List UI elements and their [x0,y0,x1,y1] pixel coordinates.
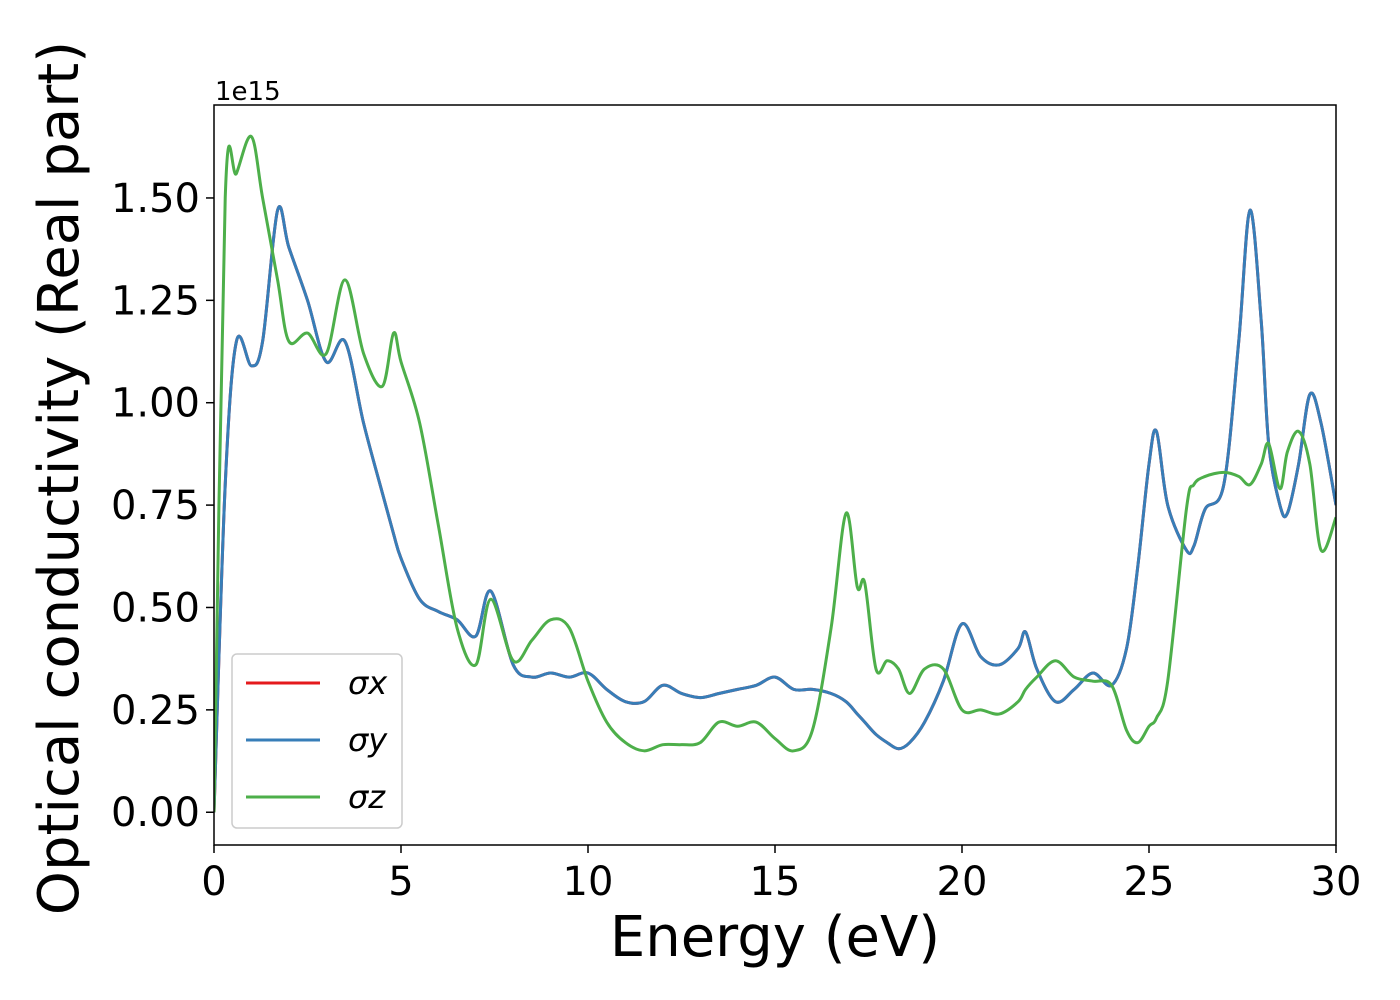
x-tick-label: 0 [201,859,226,905]
x-tick-label: 5 [388,859,413,905]
y-tick-label: 1.00 [111,381,200,427]
x-axis-label: Energy (eV) [610,905,940,970]
y-axis-label: Optical conductivity (Real part) [27,41,92,915]
x-tick-label: 20 [937,859,988,905]
x-tick-label: 25 [1124,859,1175,905]
y-tick-label: 0.00 [111,790,200,836]
series-line [214,205,1336,813]
series-line [214,135,1336,813]
x-tick-label: 15 [750,859,801,905]
x-tick-label: 30 [1311,859,1362,905]
legend-label: σx [348,664,388,702]
legend-label: σy [348,721,388,759]
x-tick-label: 10 [563,859,614,905]
legend-label: σz [348,778,386,816]
y-offset-label: 1e15 [215,77,281,107]
y-tick-label: 1.25 [111,278,200,324]
y-tick-label: 0.75 [111,483,200,529]
y-tick-label: 0.50 [111,585,200,631]
plot-lines [214,135,1336,813]
y-tick-label: 0.25 [111,688,200,734]
y-tick-label: 1.50 [111,176,200,222]
plot-frame [213,104,1337,846]
